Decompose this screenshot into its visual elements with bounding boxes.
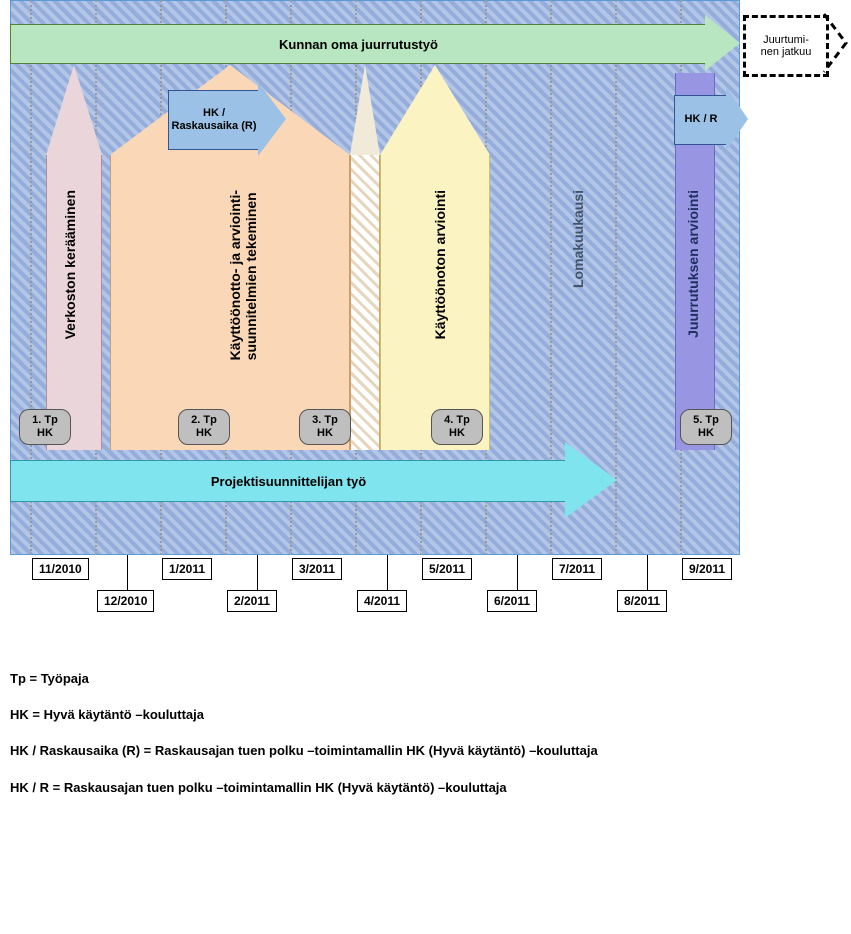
top-arrow: Kunnan oma juurrutustyö <box>10 24 707 64</box>
tp-badge-1: 1. TpHK <box>19 409 71 445</box>
timeline-label: 9/2011 <box>682 558 732 580</box>
top-arrow-label: Kunnan oma juurrutustyö <box>279 37 438 52</box>
bottom-arrow: Projektisuunnittelijan työ <box>10 460 567 502</box>
bottom-arrow-head <box>565 442 617 518</box>
phase-hatched <box>350 65 380 450</box>
phase-tip <box>46 65 102 155</box>
phase-label-kayttoonotto: Käyttöönotto- ja arviointi-suunnitelmien… <box>227 190 259 360</box>
continue-box-label: Juurtumi-nen jatkuu <box>761 34 812 58</box>
mini-arrow-head-hk-r-right <box>726 87 748 151</box>
phase-label-juurrutus: Juurrutuksen arviointi <box>685 190 701 338</box>
timeline-tick <box>647 555 648 590</box>
legend-line: HK / R = Raskausajan tuen polku –toimint… <box>10 779 598 797</box>
legend-line: Tp = Työpaja <box>10 670 598 688</box>
phase-label-verkosto: Verkoston kerääminen <box>62 190 78 339</box>
phase-tip <box>380 65 490 155</box>
legend: Tp = Työpaja HK = Hyvä käytäntö –koulutta… <box>10 670 598 815</box>
tp-badge-4: 4. TpHK <box>431 409 483 445</box>
timeline-label: 12/2010 <box>97 590 154 612</box>
phase-body <box>350 155 380 450</box>
phase-tip <box>350 65 380 155</box>
timeline-label: 3/2011 <box>292 558 342 580</box>
timeline-label: 7/2011 <box>552 558 602 580</box>
timeline-label: 2/2011 <box>227 590 277 612</box>
timeline-label: 4/2011 <box>357 590 407 612</box>
timeline-label: 8/2011 <box>617 590 667 612</box>
phase-label-arviointi: Käyttöönoton arviointi <box>432 190 448 339</box>
tp-badge-3: 3. TpHK <box>299 409 351 445</box>
tp-badge-5: 5. TpHK <box>680 409 732 445</box>
timeline-tick <box>127 555 128 590</box>
diagram-canvas: Kunnan oma juurrutustyö Projektisuunnitt… <box>0 0 851 934</box>
bottom-arrow-label: Projektisuunnittelijan työ <box>211 474 366 489</box>
mini-arrow-hk-r-left: HK /Raskausaika (R) <box>168 90 260 150</box>
timeline-tick <box>517 555 518 590</box>
continue-box-arrowhead <box>823 13 849 73</box>
timeline-tick <box>257 555 258 590</box>
legend-line: HK = Hyvä käytäntö –kouluttaja <box>10 706 598 724</box>
mini-arrow-head-hk-r-left <box>258 82 286 156</box>
lomakuukausi-label: Lomakuukausi <box>570 190 586 288</box>
continue-box: Juurtumi-nen jatkuu <box>743 15 829 77</box>
timeline-label: 6/2011 <box>487 590 537 612</box>
chart-area: Kunnan oma juurrutustyö Projektisuunnitt… <box>10 0 740 555</box>
timeline-label: 5/2011 <box>422 558 472 580</box>
timeline-label: 1/2011 <box>162 558 212 580</box>
mini-arrow-hk-r-right: HK / R <box>674 95 728 145</box>
timeline-tick <box>387 555 388 590</box>
top-arrow-head <box>705 15 740 71</box>
tp-badge-2: 2. TpHK <box>178 409 230 445</box>
timeline-label: 11/2010 <box>32 558 89 580</box>
legend-line: HK / Raskausaika (R) = Raskausajan tuen … <box>10 742 598 760</box>
